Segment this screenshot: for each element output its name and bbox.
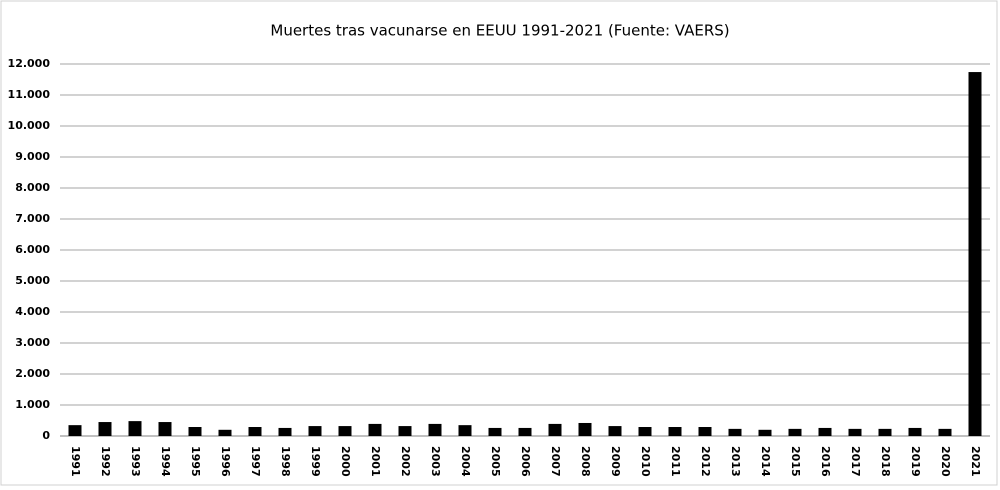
x-tick-label: 2011	[669, 446, 682, 477]
x-tick-label: 1992	[99, 446, 112, 477]
x-tick-label: 2020	[939, 446, 952, 477]
x-tick-label: 2015	[789, 446, 802, 477]
x-tick-label: 2002	[399, 446, 412, 477]
x-tick-label: 2001	[369, 446, 382, 477]
x-tick-label: 2007	[549, 446, 562, 477]
bar	[938, 428, 952, 436]
bar	[458, 425, 472, 436]
bar	[668, 427, 682, 436]
x-tick-label: 2006	[519, 446, 532, 477]
y-tick-label: 5.000	[15, 274, 50, 287]
x-tick-label: 2005	[489, 446, 502, 477]
x-tick-label: 2019	[909, 446, 922, 477]
x-tick-label: 2003	[429, 446, 442, 477]
x-tick-label: 2013	[729, 446, 742, 477]
x-tick-label: 2008	[579, 446, 592, 477]
bar	[578, 422, 592, 436]
x-tick-label: 2009	[609, 446, 622, 477]
y-tick-label: 11.000	[8, 88, 51, 101]
y-tick-label: 1.000	[15, 398, 50, 411]
bar	[518, 427, 532, 436]
x-tick-label: 1998	[279, 446, 292, 477]
bar	[878, 428, 892, 436]
x-tick-label: 2000	[339, 446, 352, 477]
x-tick-label: 1994	[159, 446, 172, 477]
bar	[698, 427, 712, 436]
x-tick-label: 2004	[459, 446, 472, 477]
x-tick-label: 2012	[699, 446, 712, 477]
y-tick-label: 8.000	[15, 181, 50, 194]
y-tick-label: 10.000	[8, 119, 51, 132]
y-tick-label: 6.000	[15, 243, 50, 256]
bar	[848, 428, 862, 436]
y-tick-label: 0	[42, 429, 50, 442]
x-tick-label: 1995	[189, 446, 202, 477]
x-tick-label: 2018	[879, 446, 892, 477]
y-tick-label: 7.000	[15, 212, 50, 225]
x-tick-label: 1996	[219, 446, 232, 477]
bar	[158, 422, 172, 436]
bar	[488, 427, 502, 436]
bar	[728, 428, 742, 436]
bar	[548, 423, 562, 436]
x-tick-label: 1993	[129, 446, 142, 477]
bar	[368, 423, 382, 436]
bar	[308, 426, 322, 436]
y-tick-label: 3.000	[15, 336, 50, 349]
x-tick-label: 1997	[249, 446, 262, 477]
bar	[278, 427, 292, 436]
bar	[608, 426, 622, 436]
x-tick-label: 2021	[969, 446, 982, 477]
bar	[188, 427, 202, 436]
x-tick-label: 2017	[849, 446, 862, 477]
x-tick-label: 2010	[639, 446, 652, 477]
y-tick-label: 12.000	[8, 57, 51, 70]
y-tick-label: 9.000	[15, 150, 50, 163]
bar	[818, 427, 832, 436]
x-tick-label: 1991	[69, 446, 82, 477]
bar	[638, 427, 652, 436]
x-tick-label: 1999	[309, 446, 322, 477]
chart-title: Muertes tras vacunarse en EEUU 1991-2021…	[270, 22, 729, 40]
bar	[68, 425, 82, 436]
x-tick-label: 2016	[819, 446, 832, 477]
bar	[338, 426, 352, 436]
bar	[98, 422, 112, 436]
bar	[788, 428, 802, 436]
bar	[218, 429, 232, 436]
bar	[398, 426, 412, 436]
bar	[908, 427, 922, 436]
y-tick-label: 4.000	[15, 305, 50, 318]
bar	[968, 72, 982, 436]
bar	[758, 429, 772, 436]
bar	[248, 427, 262, 436]
x-tick-label: 2014	[759, 446, 772, 477]
y-tick-label: 2.000	[15, 367, 50, 380]
bar	[428, 423, 442, 436]
bar	[128, 421, 142, 436]
